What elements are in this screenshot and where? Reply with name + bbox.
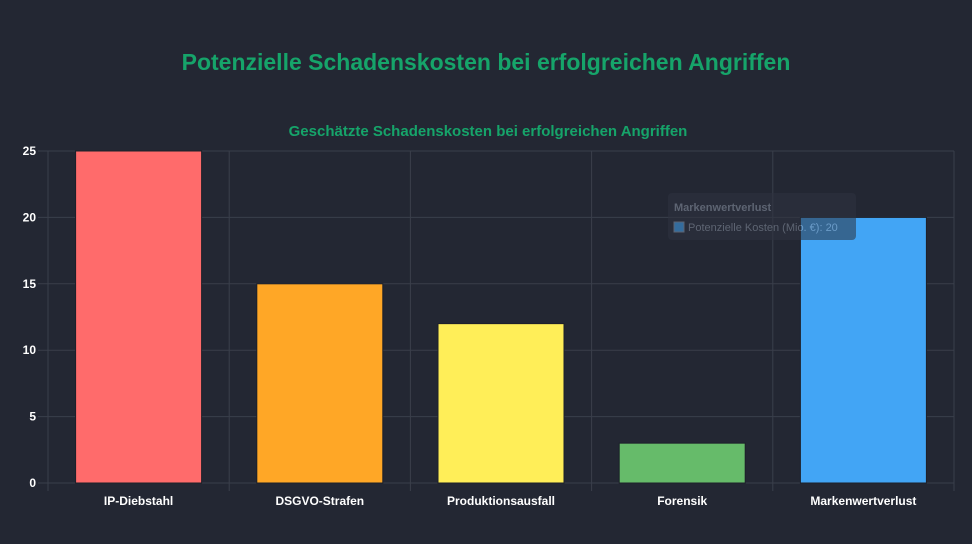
y-tick-label: 20 (23, 210, 37, 224)
x-tick-label: IP-Diebstahl (104, 494, 173, 508)
tooltip-background (668, 193, 856, 240)
y-axis-ticks: 0 5 10 15 20 25 (23, 144, 37, 490)
bar-dsgvo-strafen[interactable] (256, 283, 384, 484)
y-tick-label: 25 (23, 144, 37, 158)
bar-markenwertverlust[interactable] (799, 216, 927, 484)
bar-ip-diebstahl[interactable] (75, 150, 203, 484)
page-title: Potenzielle Schadenskosten bei erfolgrei… (181, 49, 791, 75)
tooltip-color-swatch (673, 221, 685, 233)
x-tick-label: Produktionsausfall (447, 494, 555, 508)
x-axis-ticks: IP-Diebstahl DSGVO-Strafen Produktionsausf… (104, 494, 917, 508)
tooltip-label: Potenzielle Kosten (Mio. €): 20 (688, 222, 838, 234)
x-tick-label: Forensik (657, 494, 707, 508)
bar-produktionsausfall[interactable] (437, 323, 565, 484)
y-tick-label: 15 (23, 277, 37, 291)
chart-title: Geschätzte Schadenskosten bei erfolgreic… (289, 123, 688, 140)
tooltip-title: Markenwertverlust (674, 202, 772, 214)
bars[interactable] (75, 150, 927, 484)
tooltip: Markenwertverlust Potenzielle Kosten (Mi… (668, 193, 856, 240)
x-tick-label: Markenwertverlust (810, 494, 916, 508)
x-tick-label: DSGVO-Strafen (275, 494, 364, 508)
bar-forensik[interactable] (618, 442, 746, 484)
y-tick-label: 0 (29, 476, 36, 490)
y-tick-label: 5 (29, 410, 36, 424)
y-tick-label: 10 (23, 343, 37, 357)
